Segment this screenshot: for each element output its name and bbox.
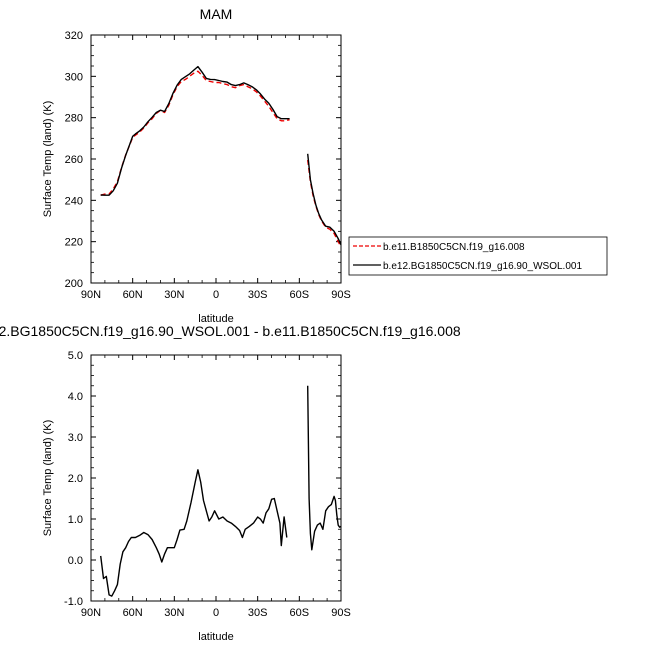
bottom-ytick-label: 1.0 — [68, 514, 83, 526]
legend-box — [348, 236, 608, 276]
bottom-series-1-line — [100, 469, 288, 597]
top-ytick-label: 260 — [65, 154, 83, 166]
bottom-ytick-label: 5.0 — [68, 350, 83, 362]
bottom-xtick-label: 60S — [290, 607, 310, 619]
top-series-1-line — [307, 159, 342, 248]
top-xtick-label: 60N — [123, 289, 143, 301]
bottom-ytick-label: 2.0 — [68, 473, 83, 485]
bottom-xtick-label: 90S — [331, 607, 351, 619]
bottom-xtick-label: 90N — [81, 607, 101, 619]
bottom-series-1-line — [307, 385, 342, 551]
top-plot-frame — [90, 34, 342, 284]
legend-label-series-2: b.e12.BG1850C5CN.f19_g16.90_WSOL.001 — [383, 261, 582, 272]
bottom-plot-area: -1.0 0.0 1.0 2.0 3.0 4.0 5.0 90N 60N 30N 0 30S 60S 90… — [64, 350, 351, 619]
bottom-chart-title: b.e12.BG1850C5CN.f19_g16.90_WSOL.001 - b… — [0, 323, 461, 339]
top-ytick-label: 200 — [65, 278, 83, 290]
bottom-ytick-label: 3.0 — [68, 432, 83, 444]
bottom-chart: b.e12.BG1850C5CN.f19_g16.90_WSOL.001 - b… — [0, 323, 461, 643]
top-xtick-label: 90N — [81, 289, 101, 301]
top-chart: MAM 200 220 240 260 280 300 320 90N 60N 30N 0 30S 60… — [42, 6, 608, 325]
legend-label-series-1: b.e11.B1850C5CN.f19_g16.008 — [383, 242, 525, 253]
bottom-xtick-label: 30S — [248, 607, 268, 619]
bottom-xtick-label: 30N — [164, 607, 184, 619]
top-series-2-line — [307, 153, 342, 246]
bottom-ytick-label: 4.0 — [68, 391, 83, 403]
bottom-chart-ylabel: Surface Temp (land) (K) — [42, 420, 54, 537]
top-ytick-label: 320 — [65, 30, 83, 42]
top-series-2-line — [100, 65, 290, 196]
top-ytick-label: 300 — [65, 71, 83, 83]
bottom-ytick-label: 0.0 — [68, 555, 83, 567]
bottom-xtick-label: 0 — [213, 607, 219, 619]
legend: b.e11.B1850C5CN.f19_g16.008 b.e12.BG1850… — [348, 236, 608, 276]
bottom-ytick-label: -1.0 — [64, 596, 83, 608]
bottom-plot-frame — [90, 354, 342, 602]
bottom-xtick-label: 60N — [123, 607, 143, 619]
top-ytick-label: 280 — [65, 113, 83, 125]
top-plot-area: 200 220 240 260 280 300 320 90N 60N 30N 0 30S 60S 90S — [65, 30, 351, 301]
top-ytick-label: 220 — [65, 237, 83, 249]
top-chart-title: MAM — [200, 6, 233, 22]
top-xtick-label: 0 — [213, 289, 219, 301]
bottom-chart-xlabel: latitude — [198, 631, 233, 643]
top-xtick-label: 60S — [290, 289, 310, 301]
top-series-1-line — [100, 70, 290, 196]
top-xtick-label: 30N — [164, 289, 184, 301]
top-xtick-label: 30S — [248, 289, 268, 301]
top-chart-ylabel: Surface Temp (land) (K) — [42, 101, 54, 218]
top-ytick-label: 240 — [65, 195, 83, 207]
top-xtick-label: 90S — [331, 289, 351, 301]
top-chart-xlabel: latitude — [198, 313, 233, 325]
